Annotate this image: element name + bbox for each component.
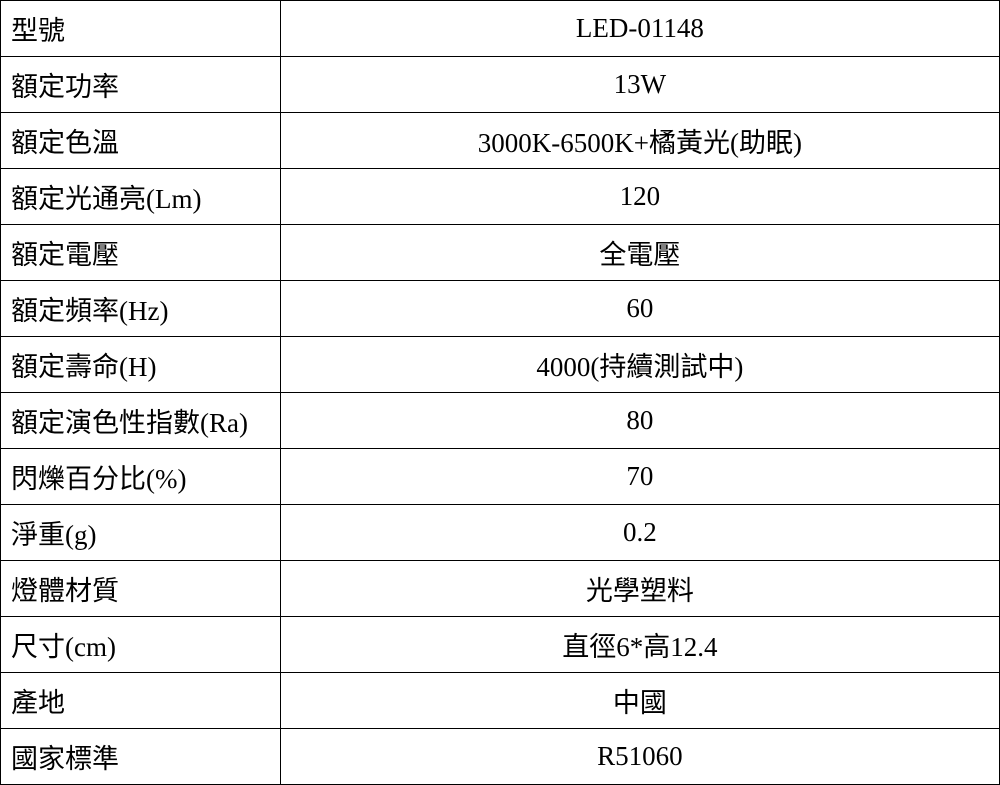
table-body: 型號 LED-01148 額定功率 13W 額定色溫 3000K-6500K+橘…: [1, 1, 1000, 785]
row-value: 60: [280, 281, 999, 337]
table-row: 國家標準 R51060: [1, 729, 1000, 785]
row-label: 額定頻率(Hz): [1, 281, 281, 337]
row-value: 120: [280, 169, 999, 225]
row-label: 產地: [1, 673, 281, 729]
row-label: 額定光通亮(Lm): [1, 169, 281, 225]
row-label: 型號: [1, 1, 281, 57]
table-row: 額定功率 13W: [1, 57, 1000, 113]
row-label: 尺寸(cm): [1, 617, 281, 673]
row-label: 額定功率: [1, 57, 281, 113]
row-label: 額定壽命(H): [1, 337, 281, 393]
specification-table: 型號 LED-01148 額定功率 13W 額定色溫 3000K-6500K+橘…: [0, 0, 1000, 785]
row-value: 13W: [280, 57, 999, 113]
table-row: 產地 中國: [1, 673, 1000, 729]
table-row: 額定頻率(Hz) 60: [1, 281, 1000, 337]
row-value: 直徑6*高12.4: [280, 617, 999, 673]
table-row: 額定色溫 3000K-6500K+橘黃光(助眠): [1, 113, 1000, 169]
row-value: 0.2: [280, 505, 999, 561]
row-value: 3000K-6500K+橘黃光(助眠): [280, 113, 999, 169]
table-row: 型號 LED-01148: [1, 1, 1000, 57]
row-value: 全電壓: [280, 225, 999, 281]
row-label: 額定色溫: [1, 113, 281, 169]
table-row: 額定光通亮(Lm) 120: [1, 169, 1000, 225]
row-value: 中國: [280, 673, 999, 729]
table-row: 淨重(g) 0.2: [1, 505, 1000, 561]
table-row: 額定壽命(H) 4000(持續測試中): [1, 337, 1000, 393]
row-label: 國家標準: [1, 729, 281, 785]
row-value: 80: [280, 393, 999, 449]
table-row: 額定電壓 全電壓: [1, 225, 1000, 281]
row-value: R51060: [280, 729, 999, 785]
row-label: 淨重(g): [1, 505, 281, 561]
row-label: 額定電壓: [1, 225, 281, 281]
table-row: 尺寸(cm) 直徑6*高12.4: [1, 617, 1000, 673]
row-value: LED-01148: [280, 1, 999, 57]
table-row: 燈體材質 光學塑料: [1, 561, 1000, 617]
table-row: 額定演色性指數(Ra) 80: [1, 393, 1000, 449]
table-row: 閃爍百分比(%) 70: [1, 449, 1000, 505]
row-value: 4000(持續測試中): [280, 337, 999, 393]
row-label: 額定演色性指數(Ra): [1, 393, 281, 449]
row-label: 燈體材質: [1, 561, 281, 617]
row-value: 70: [280, 449, 999, 505]
row-value: 光學塑料: [280, 561, 999, 617]
row-label: 閃爍百分比(%): [1, 449, 281, 505]
